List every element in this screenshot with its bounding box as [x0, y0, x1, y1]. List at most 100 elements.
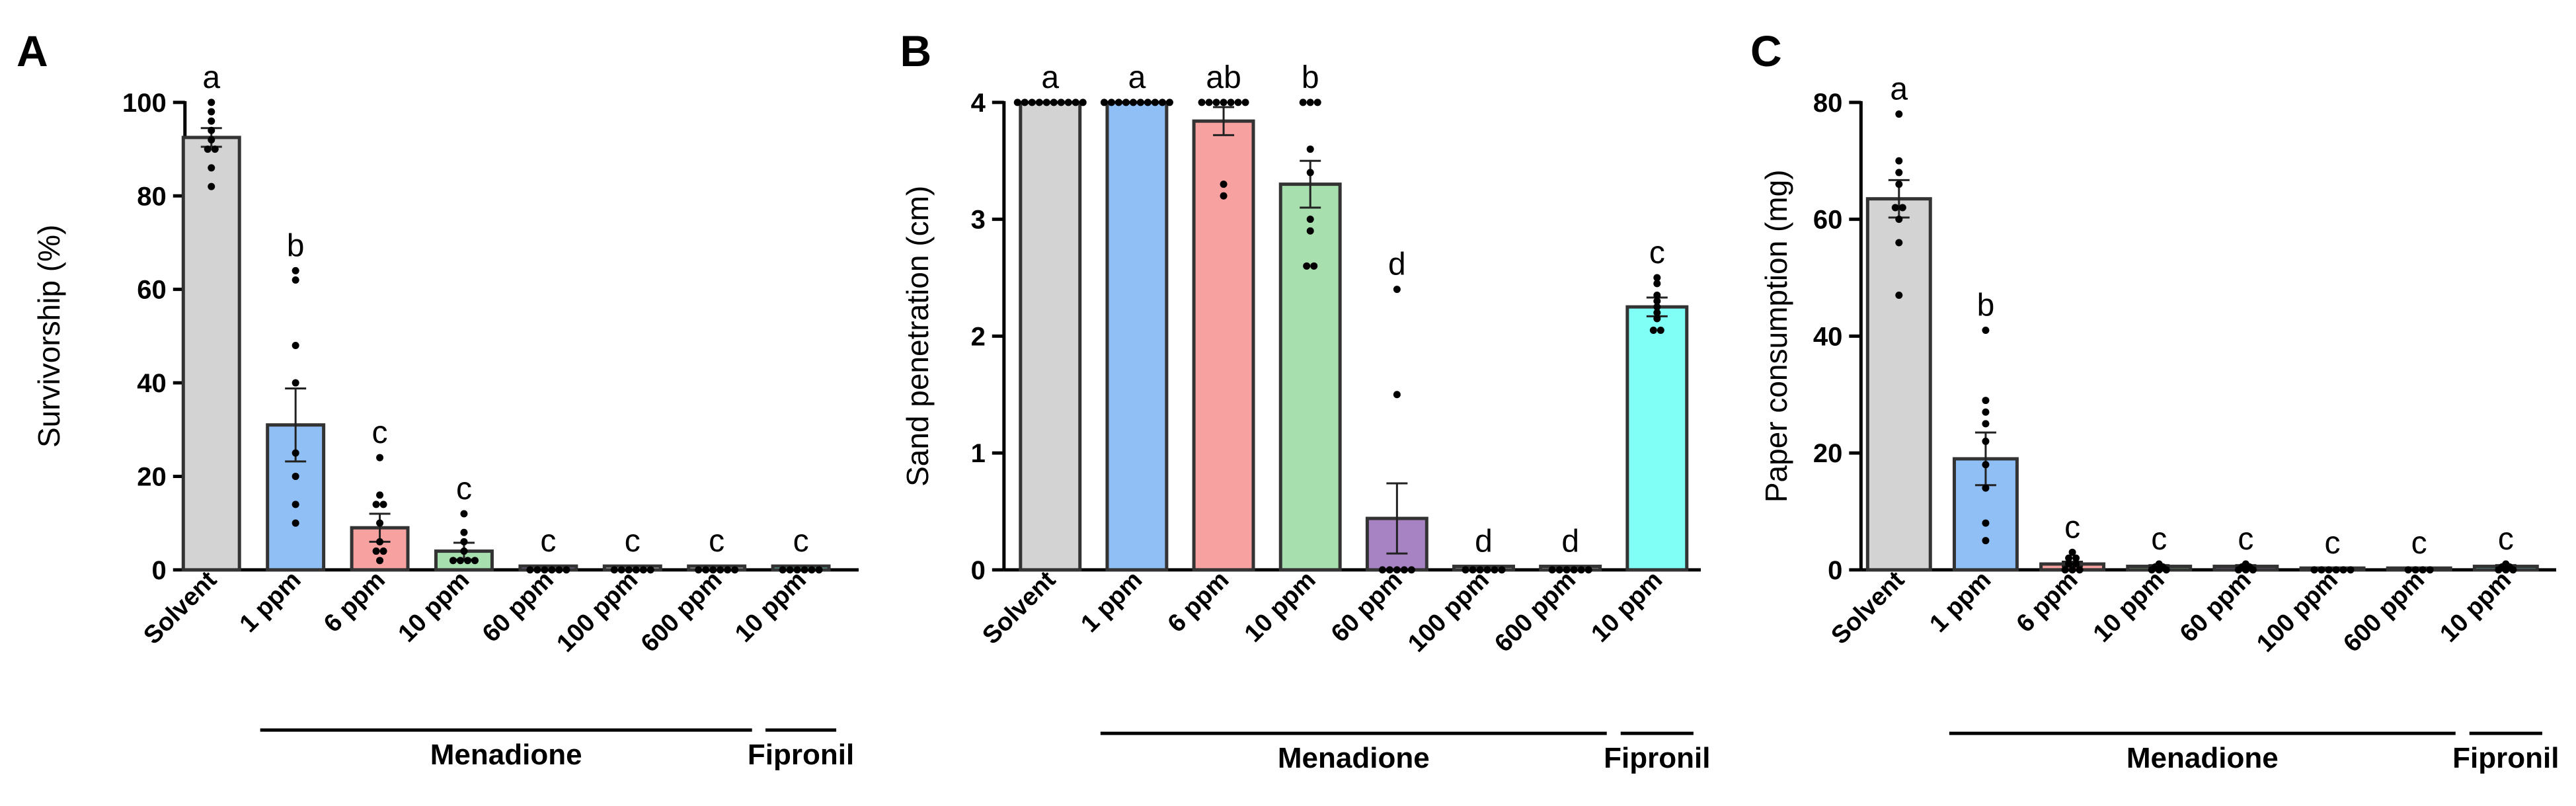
- data-point: [2495, 566, 2503, 574]
- y-tick-label: 3: [971, 206, 986, 235]
- y-tick-label: 1: [971, 439, 986, 468]
- data-point: [1234, 99, 1242, 106]
- data-point: [2068, 566, 2076, 574]
- data-point: [449, 557, 457, 565]
- data-point: [533, 566, 541, 574]
- data-point: [1042, 99, 1050, 106]
- data-point: [1653, 280, 1661, 288]
- data-point: [1393, 566, 1401, 574]
- y-tick-label: 2: [971, 322, 986, 351]
- data-point: [292, 501, 299, 508]
- data-point: [1306, 169, 1314, 177]
- data-point: [2347, 566, 2355, 574]
- data-point: [1895, 181, 1903, 188]
- data-point: [208, 164, 215, 172]
- data-point: [2065, 554, 2073, 562]
- data-point: [1241, 99, 1249, 106]
- data-point: [1122, 99, 1130, 106]
- data-point: [1303, 262, 1311, 270]
- data-point: [456, 557, 464, 565]
- x-tick-label: 60 ppm: [477, 566, 559, 648]
- data-point: [1891, 204, 1899, 212]
- data-point: [2068, 548, 2076, 556]
- significance-letter: a: [202, 60, 220, 95]
- data-point: [2411, 566, 2419, 574]
- bar: [1105, 101, 1169, 572]
- bar: [1192, 119, 1255, 572]
- y-axis-label: Paper consumption (mg): [1759, 170, 1793, 503]
- significance-letter: b: [1977, 288, 1995, 323]
- data-point: [709, 566, 717, 574]
- data-point: [292, 341, 299, 349]
- group-label: Fipronil: [1604, 742, 1710, 774]
- data-point: [208, 126, 215, 134]
- y-tick-label: 100: [122, 89, 167, 118]
- data-point: [2509, 566, 2517, 574]
- significance-letter: a: [1128, 60, 1146, 95]
- bar: [181, 136, 241, 572]
- data-point: [372, 547, 380, 555]
- y-tick-label: 60: [137, 276, 167, 305]
- significance-letter: c: [2064, 510, 2080, 545]
- significance-letter: d: [1561, 524, 1579, 559]
- data-point: [1570, 566, 1578, 574]
- panel-label: B: [900, 26, 931, 75]
- data-point: [376, 519, 384, 527]
- data-point: [2419, 566, 2427, 574]
- data-point: [1982, 519, 1990, 527]
- data-point: [1310, 262, 1318, 270]
- data-point: [1407, 566, 1415, 574]
- data-point: [1491, 566, 1499, 574]
- bar: [2386, 566, 2452, 572]
- x-tick-label: 10 ppm: [1586, 566, 1668, 648]
- x-tick-label: 6 ppm: [2011, 566, 2084, 638]
- data-point: [2072, 554, 2080, 562]
- data-point: [779, 566, 787, 574]
- data-point: [208, 182, 215, 190]
- data-point: [1563, 566, 1571, 574]
- x-tick-label: 600 ppm: [1489, 566, 1581, 658]
- data-point: [1079, 99, 1087, 106]
- data-point: [786, 566, 794, 574]
- x-tick-label: 100 ppm: [2251, 566, 2343, 658]
- data-point: [379, 547, 387, 555]
- data-point: [695, 566, 703, 574]
- x-tick-label: 100 ppm: [1403, 566, 1495, 658]
- data-point: [1584, 566, 1592, 574]
- significance-letter: ab: [1206, 60, 1241, 95]
- significance-letter: b: [287, 228, 305, 263]
- bar: [2299, 566, 2366, 572]
- significance-letter: c: [372, 415, 388, 450]
- y-tick-label: 0: [1828, 556, 1842, 585]
- data-point: [1657, 327, 1664, 335]
- data-point: [1035, 99, 1043, 106]
- data-point: [1462, 566, 1469, 574]
- data-point: [526, 566, 534, 574]
- data-point: [1498, 566, 1506, 574]
- data-point: [2234, 566, 2242, 574]
- data-point: [208, 136, 215, 143]
- x-tick-label: 10 ppm: [2088, 566, 2170, 648]
- significance-letter: d: [1475, 524, 1493, 559]
- data-point: [1220, 99, 1228, 106]
- data-point: [1898, 204, 1906, 212]
- x-tick-label: 1 ppm: [1075, 566, 1148, 638]
- data-point: [1100, 99, 1108, 106]
- data-point: [1895, 216, 1903, 223]
- significance-letter: c: [625, 524, 641, 559]
- data-point: [1469, 566, 1477, 574]
- data-point: [1220, 181, 1228, 188]
- group-label: Menadione: [1278, 742, 1430, 774]
- x-tick-label: 1 ppm: [1924, 566, 1996, 638]
- y-tick-label: 40: [1813, 322, 1843, 351]
- y-tick-label: 80: [137, 182, 167, 211]
- data-point: [617, 566, 625, 574]
- data-point: [372, 501, 380, 508]
- data-point: [1982, 461, 1990, 469]
- y-tick-label: 60: [1813, 206, 1843, 235]
- data-point: [2155, 566, 2163, 574]
- x-tick-label: 6 ppm: [319, 566, 391, 638]
- group-label: Fipronil: [2452, 742, 2559, 774]
- data-point: [1220, 192, 1228, 200]
- x-tick-label: 60 ppm: [1326, 566, 1408, 648]
